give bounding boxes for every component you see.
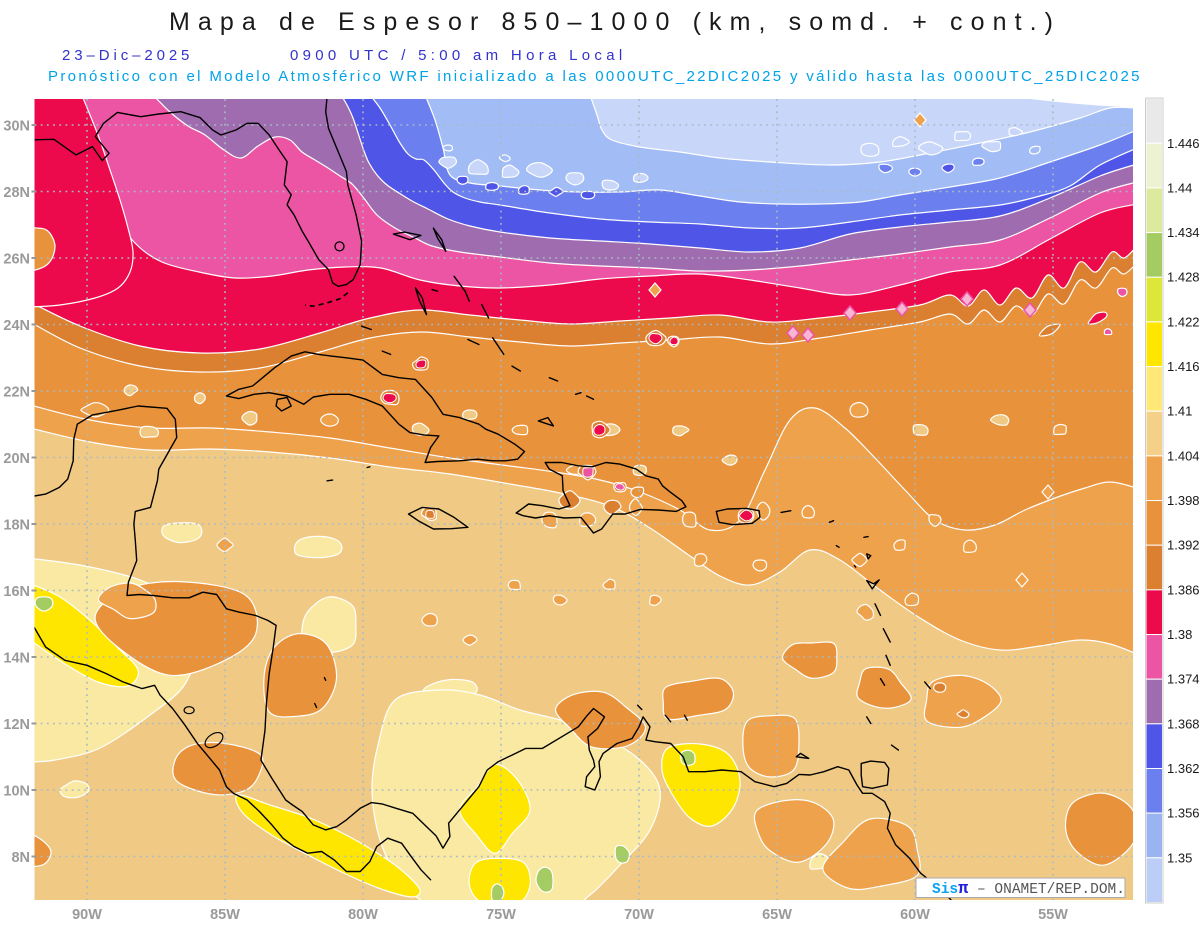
svg-text:18N: 18N bbox=[3, 518, 30, 534]
svg-text:1.35: 1.35 bbox=[1167, 850, 1192, 865]
svg-text:12N: 12N bbox=[3, 717, 30, 733]
svg-text:16N: 16N bbox=[3, 584, 30, 600]
svg-text:90W: 90W bbox=[72, 907, 102, 923]
svg-text:1.434: 1.434 bbox=[1167, 225, 1200, 240]
svg-text:8N: 8N bbox=[11, 850, 30, 866]
svg-text:1.44: 1.44 bbox=[1167, 180, 1192, 195]
svg-text:1.398: 1.398 bbox=[1167, 493, 1200, 508]
svg-text:10N: 10N bbox=[3, 784, 30, 800]
svg-text:80W: 80W bbox=[348, 907, 378, 923]
svg-text:1.422: 1.422 bbox=[1167, 314, 1200, 329]
svg-text:Sisπ – ONAMET/REP.DOM.: Sisπ – ONAMET/REP.DOM. bbox=[932, 880, 1125, 899]
svg-text:70W: 70W bbox=[624, 907, 654, 923]
svg-text:20N: 20N bbox=[3, 451, 30, 467]
svg-text:22N: 22N bbox=[3, 385, 30, 401]
svg-text:1.392: 1.392 bbox=[1167, 538, 1200, 553]
svg-text:24N: 24N bbox=[3, 318, 30, 334]
svg-text:85W: 85W bbox=[210, 907, 240, 923]
svg-text:1.368: 1.368 bbox=[1167, 716, 1200, 731]
svg-text:1.38: 1.38 bbox=[1167, 627, 1192, 642]
svg-text:1.374: 1.374 bbox=[1167, 672, 1200, 687]
svg-text:65W: 65W bbox=[762, 907, 792, 923]
svg-text:28N: 28N bbox=[3, 185, 30, 201]
svg-text:30N: 30N bbox=[3, 119, 30, 135]
svg-text:75W: 75W bbox=[486, 907, 516, 923]
svg-text:1.428: 1.428 bbox=[1167, 270, 1200, 285]
svg-text:1.356: 1.356 bbox=[1167, 806, 1200, 821]
svg-text:1.416: 1.416 bbox=[1167, 359, 1200, 374]
svg-text:Mapa de Espesor 850–1000 (km,: Mapa de Espesor 850–1000 (km, somd. + co… bbox=[169, 8, 1061, 36]
svg-text:Pronóstico con el Modelo Atmos: Pronóstico con el Modelo Atmosférico WRF… bbox=[48, 68, 1142, 85]
svg-text:23–Dic–2025: 23–Dic–2025 bbox=[62, 47, 193, 64]
svg-text:0900 UTC / 5:00 am Hora Local: 0900 UTC / 5:00 am Hora Local bbox=[290, 47, 626, 64]
svg-text:60W: 60W bbox=[900, 907, 930, 923]
svg-text:26N: 26N bbox=[3, 252, 30, 268]
svg-text:55W: 55W bbox=[1038, 907, 1068, 923]
svg-text:14N: 14N bbox=[3, 651, 30, 667]
svg-text:1.41: 1.41 bbox=[1167, 404, 1192, 419]
svg-text:1.386: 1.386 bbox=[1167, 582, 1200, 597]
svg-text:1.404: 1.404 bbox=[1167, 448, 1200, 463]
svg-text:1.446: 1.446 bbox=[1167, 136, 1200, 151]
svg-text:1.362: 1.362 bbox=[1167, 761, 1200, 776]
